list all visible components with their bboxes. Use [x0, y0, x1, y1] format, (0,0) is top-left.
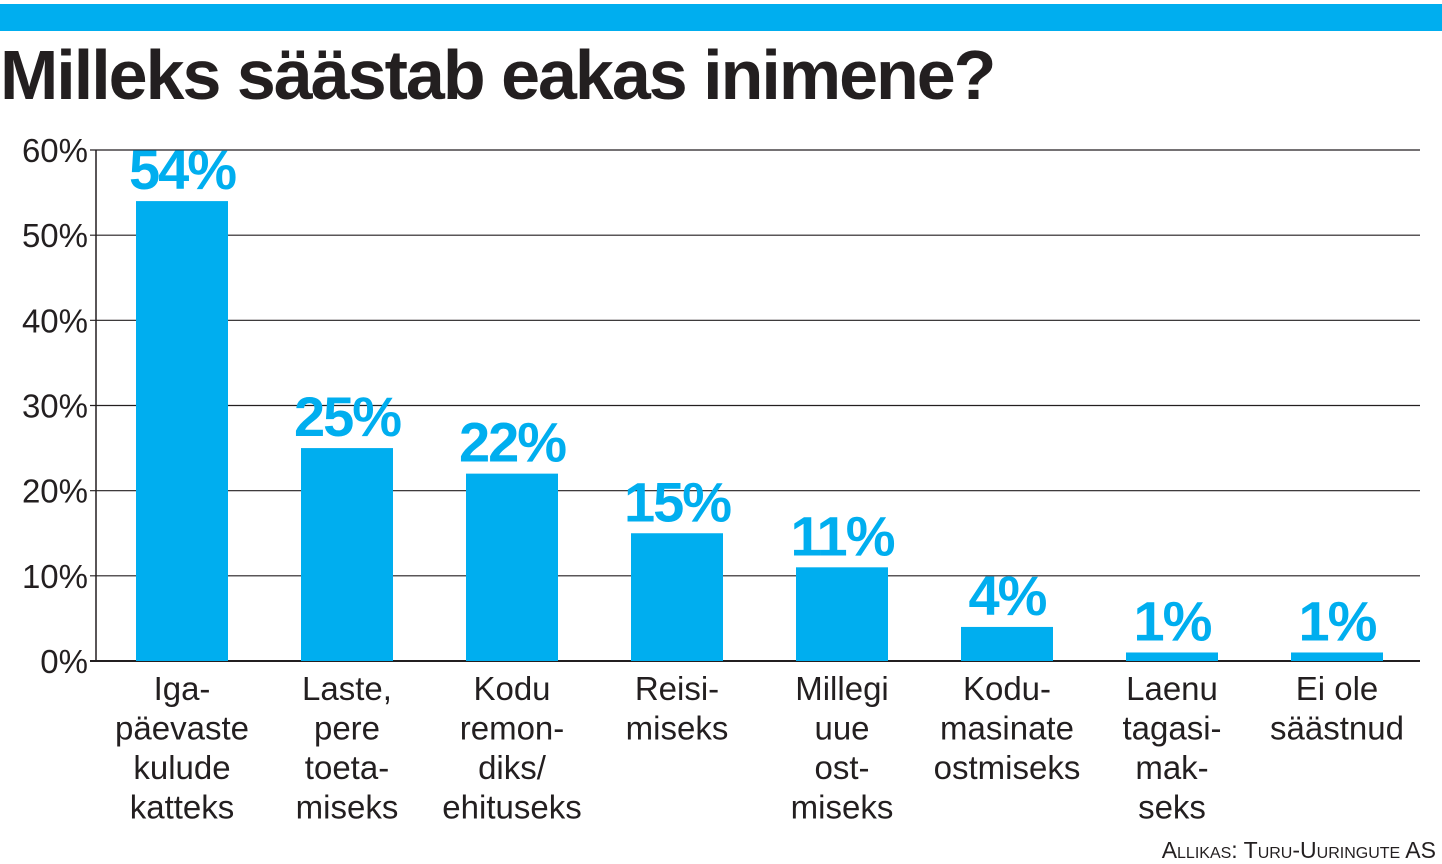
category-label-line: seks [1138, 789, 1206, 826]
category-label: Millegi uue ost-miseks [791, 670, 894, 826]
category-label: Iga-päevaste kulude katteks [115, 670, 249, 826]
category-label: Reisi-miseks [626, 670, 729, 747]
bar [796, 567, 888, 661]
y-tick-label: 10% [22, 558, 88, 595]
y-tick-label: 20% [22, 473, 88, 510]
category-label-line: kulude [133, 749, 230, 786]
category-label-line: miseks [791, 789, 894, 826]
bar [301, 448, 393, 661]
bar-value-label: 11% [791, 504, 895, 567]
y-tick-label: 50% [22, 217, 88, 254]
category-label-line: Kodu [473, 670, 550, 707]
y-tick-label: 60% [22, 132, 88, 169]
category-label-line: ehituseks [442, 789, 581, 826]
category-label: Laste, pere toeta-miseks [296, 670, 399, 826]
category-label-line: Laste, [302, 670, 392, 707]
bar-value-label: 25% [294, 385, 401, 448]
bar-value-label: 1% [1134, 589, 1212, 652]
category-label-line: tagasi- [1122, 710, 1221, 747]
category-label-line: Reisi- [635, 670, 719, 707]
category-label-line: Laenu [1126, 670, 1218, 707]
category-labels: Iga-päevaste kulude katteks Laste, pere toeta… [115, 670, 1404, 826]
category-label: Ei ole säästnud [1270, 670, 1404, 747]
bar [631, 533, 723, 661]
category-label-line: miseks [296, 789, 399, 826]
category-label-line: masinate [940, 710, 1074, 747]
category-label-line: mak- [1135, 749, 1208, 786]
bar-value-label: 22% [459, 411, 566, 474]
bar [1291, 652, 1383, 661]
bar [136, 201, 228, 661]
category-label-line: ost- [814, 749, 869, 786]
category-label: Laenu tagasi-mak-seks [1122, 670, 1221, 826]
bar-value-label: 4% [969, 564, 1047, 627]
category-label-line: Ei ole [1296, 670, 1379, 707]
y-tick-label: 0% [40, 643, 88, 680]
category-label: Kodu-masinate ostmiseks [934, 670, 1081, 786]
y-tick-label: 30% [22, 388, 88, 425]
top-accent-bar [0, 4, 1442, 31]
bar-value-label: 1% [1299, 589, 1377, 652]
value-labels: 54% 25% 22% 15% 11% 4% 1% 1% [129, 138, 1379, 652]
category-label-line: katteks [130, 789, 235, 826]
category-label: Kodu remon-diks/ehituseks [442, 670, 581, 826]
y-tick-label: 40% [22, 302, 88, 339]
category-label-line: uue [814, 710, 869, 747]
category-label-line: remon- [460, 710, 565, 747]
category-label-line: päevaste [115, 710, 249, 747]
bar [961, 626, 1053, 661]
gridlines [90, 149, 1420, 662]
category-label-line: pere [314, 710, 380, 747]
bar-value-label: 15% [624, 470, 731, 533]
source-credit: Allikas: Turu-Uuringute AS [1161, 837, 1436, 863]
bar [466, 473, 558, 661]
category-label-line: miseks [626, 710, 729, 747]
bar-value-label: 54% [129, 138, 236, 201]
category-label-line: säästnud [1270, 710, 1404, 747]
category-label-line: diks/ [478, 749, 547, 786]
bar [1126, 652, 1218, 661]
category-label-line: Iga- [154, 670, 211, 707]
bars [136, 201, 1383, 661]
y-axis-ticks: 0% 10% 20% 30% 40% 50% 60% [22, 132, 88, 680]
category-label-line: Millegi [795, 670, 889, 707]
category-label-line: toeta- [305, 749, 389, 786]
category-label-line: Kodu- [963, 670, 1051, 707]
category-label-line: ostmiseks [934, 749, 1081, 786]
chart-title: Milleks säästab eakas inimene? [0, 36, 996, 114]
